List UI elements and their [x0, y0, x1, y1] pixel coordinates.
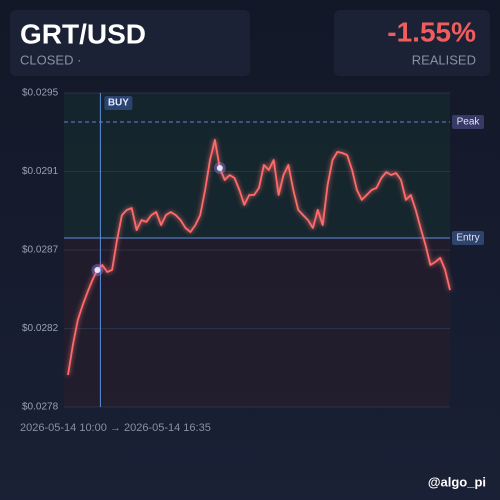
- above-entry-zone: [64, 93, 450, 238]
- status: CLOSED ·: [20, 52, 81, 67]
- reference-label: Peak: [457, 117, 481, 128]
- reference-badge: [452, 230, 484, 245]
- marker: [216, 164, 223, 171]
- pnl: -1.55%: [387, 16, 476, 47]
- pnl-card: [334, 10, 490, 76]
- y-tick-label: $0.0282: [22, 323, 59, 334]
- reference-badge: [452, 114, 484, 129]
- x-range: 2026-05-14 10:00 → 2026-05-14 16:35: [20, 422, 211, 434]
- symbol-card: [10, 10, 250, 76]
- y-tick-label: $0.0295: [22, 88, 59, 99]
- plot: $0.0278 $0.0282 $0.0287 $0.0291 $0.0295 Peak E…: [22, 88, 484, 413]
- y-tick-label: $0.0278: [22, 402, 59, 413]
- symbol: GRT/USD: [20, 18, 146, 49]
- handle: @algo_pi: [428, 474, 486, 489]
- below-entry-zone: [64, 237, 450, 407]
- reference-label: Entry: [456, 233, 479, 244]
- buy-label: BUY: [108, 98, 129, 109]
- marker: [94, 266, 101, 273]
- buy-badge: [104, 96, 133, 110]
- y-tick-label: $0.0291: [22, 166, 59, 177]
- pnl-label: REALISED: [412, 52, 476, 67]
- price-line: [67, 138, 451, 376]
- y-tick-label: $0.0287: [22, 245, 59, 256]
